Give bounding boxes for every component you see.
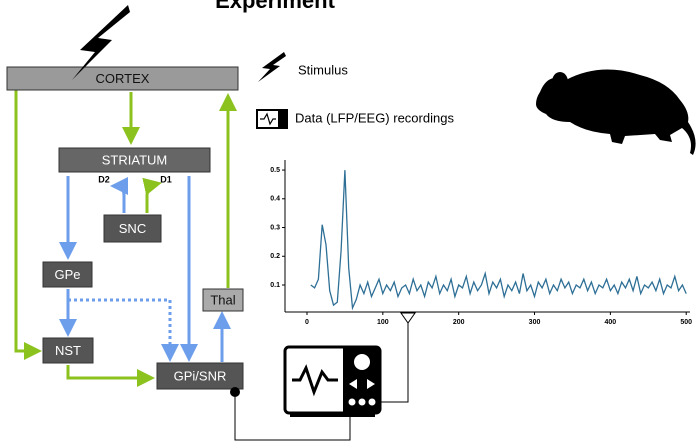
page: {"title": "Experiment", "nodes": {"corte… bbox=[0, 0, 700, 446]
receptor-label: D2 bbox=[98, 174, 110, 184]
body: Experiment CORTEX STRIATUM SNC GPe NST GPi/SN… bbox=[0, 0, 700, 446]
arrow bbox=[68, 365, 149, 378]
title: Experiment bbox=[215, 0, 335, 13]
device-knob bbox=[354, 354, 370, 370]
x-tick-label: 0 bbox=[305, 319, 309, 326]
legend-label: Data (LFP/EEG) recordings bbox=[295, 110, 454, 125]
y-tick-label: 0.5 bbox=[270, 167, 280, 174]
x-tick-label: 500 bbox=[680, 319, 692, 326]
node-label: GPi/SNR bbox=[174, 368, 227, 383]
node-label: NST bbox=[55, 343, 81, 358]
x-tick-label: 100 bbox=[377, 319, 389, 326]
arrow bbox=[116, 186, 124, 213]
arrow bbox=[147, 184, 156, 213]
wire bbox=[380, 322, 408, 402]
device-dot bbox=[359, 399, 366, 406]
y-tick-label: 0.2 bbox=[270, 253, 280, 260]
x-tick-label: 400 bbox=[605, 319, 617, 326]
y-tick-label: 0.3 bbox=[270, 224, 280, 231]
device-foot bbox=[290, 413, 375, 417]
device-dot bbox=[369, 399, 376, 406]
y-tick-label: 0.1 bbox=[270, 282, 280, 289]
device-dot bbox=[349, 399, 356, 406]
node-label: GPe bbox=[54, 267, 80, 282]
receptor-label: D1 bbox=[160, 174, 172, 184]
node-label: SNC bbox=[119, 221, 146, 236]
electrode bbox=[230, 387, 240, 397]
legend-label: Stimulus bbox=[298, 62, 348, 77]
mouse-ear bbox=[552, 72, 568, 92]
node-label: Thal bbox=[210, 292, 235, 307]
x-tick-label: 200 bbox=[453, 319, 465, 326]
node-label: CORTEX bbox=[96, 71, 150, 86]
signal-line bbox=[311, 170, 686, 308]
recorder-icon bbox=[278, 110, 287, 128]
arrow bbox=[16, 90, 36, 351]
diagram: Experiment CORTEX STRIATUM SNC GPe NST GPi/SN… bbox=[0, 0, 700, 446]
x-tick-label: 300 bbox=[529, 319, 541, 326]
node-label: STRIATUM bbox=[102, 152, 167, 167]
y-tick-label: 0.4 bbox=[270, 196, 280, 203]
electrode bbox=[401, 313, 415, 323]
stimulus-icon bbox=[258, 52, 286, 82]
